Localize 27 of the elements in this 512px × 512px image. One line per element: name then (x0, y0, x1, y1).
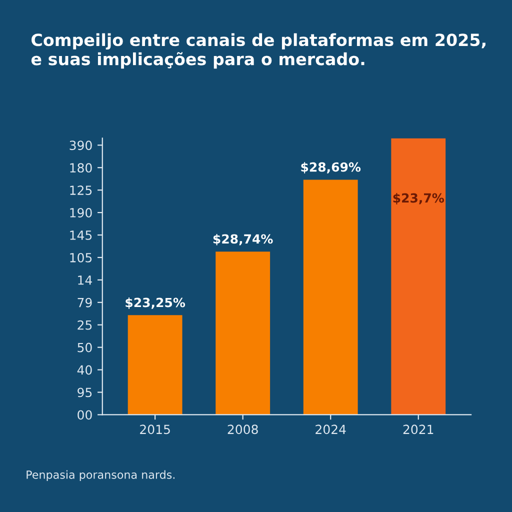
text: 00 (78, 410, 92, 420)
text: 25 (78, 320, 92, 330)
text: Penpasia poransona nards. (26, 470, 174, 482)
x-tick-label: 2021 (403, 424, 434, 434)
x-tick-label: 2015 (140, 424, 170, 434)
text: 190 (70, 208, 92, 218)
bar (303, 180, 358, 415)
x-tick-label: 2024 (316, 424, 346, 434)
text: 105 (70, 252, 92, 262)
x-tick-label: 2008 (228, 424, 258, 434)
bar (128, 315, 182, 415)
bar (216, 252, 270, 415)
text: 79 (78, 298, 92, 308)
chart-title: Compeiljo entre canais de plataformas em 2025, e suas implicações para o mercado. (31, 33, 486, 69)
annotation: $28,69% (301, 162, 361, 174)
annotation: $23,25% (126, 298, 186, 309)
bar (391, 138, 446, 415)
text: 40 (77, 365, 92, 375)
text: 95 (78, 388, 92, 398)
text: 145 (70, 230, 92, 240)
annotation: $23,7% (393, 193, 444, 204)
text: 14 (78, 276, 92, 285)
text: 125 (70, 186, 92, 196)
text: 50 (78, 342, 92, 352)
annotation: $28,74% (213, 234, 273, 246)
text: 390 (70, 140, 92, 150)
text: 180 (70, 163, 92, 173)
